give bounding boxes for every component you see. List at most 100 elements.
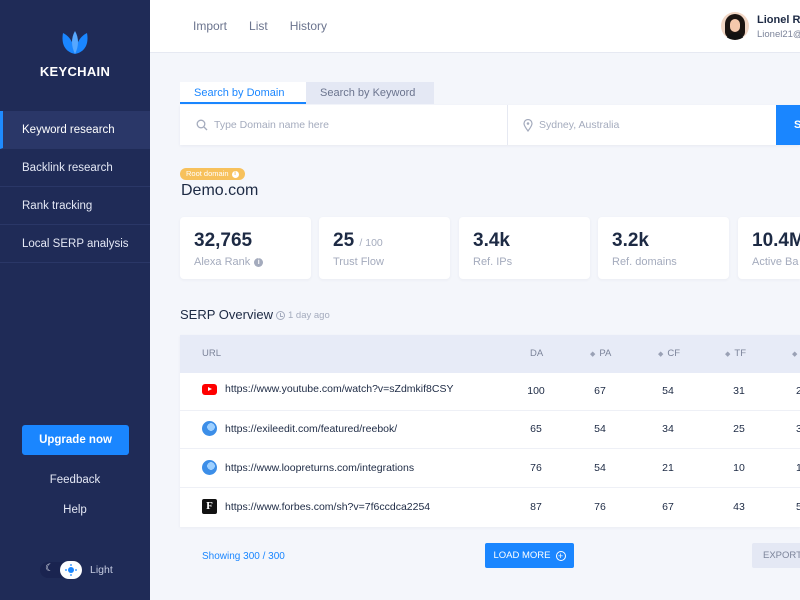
top-nav-history[interactable]: History: [289, 19, 328, 33]
row-extra: 1: [796, 462, 800, 474]
stat-card-trust-flow: 25 / 100 Trust Flow: [319, 217, 450, 279]
root-domain-badge-label: Root domain: [186, 169, 229, 178]
sun-icon: [60, 561, 82, 579]
stat-label: Active Ba: [752, 256, 799, 268]
row-pa: 67: [594, 385, 606, 397]
theme-toggle-switch[interactable]: ☾: [40, 561, 82, 579]
stat-label: Ref. IPs: [473, 256, 513, 268]
column-header-tf[interactable]: ◆ TF: [725, 348, 746, 359]
column-header-cf[interactable]: ◆ CF: [658, 348, 681, 359]
moon-icon: ☾: [45, 563, 54, 574]
serp-overview-title: SERP Overview: [180, 307, 273, 322]
row-pa: 76: [594, 501, 606, 513]
search-tabs: Search by Domain Search by Keyword: [180, 82, 434, 104]
avatar[interactable]: [721, 12, 749, 40]
plus-circle-icon: +: [555, 550, 566, 561]
tab-search-by-keyword[interactable]: Search by Keyword: [306, 82, 434, 104]
row-url[interactable]: https://www.forbes.com/sh?v=7f6ccdca2254: [225, 500, 431, 513]
showing-count: Showing 300 / 300: [202, 551, 285, 562]
logo-leaf-icon: [59, 30, 91, 56]
row-cf: 67: [662, 501, 674, 513]
stat-card-ref-ips: 3.4k Ref. IPs: [459, 217, 590, 279]
search-icon: [196, 119, 208, 131]
theme-toggle[interactable]: ☾ Light: [40, 561, 113, 579]
table-row[interactable]: F https://www.forbes.com/sh?v=7f6ccdca22…: [180, 489, 800, 527]
stat-value: 3.4k: [473, 230, 510, 251]
row-cf: 54: [662, 385, 674, 397]
youtube-icon: [202, 383, 217, 395]
sidebar: KEYCHAIN Keyword research Backlink resea…: [0, 0, 150, 600]
theme-label: Light: [90, 564, 113, 576]
stat-card-alexa-rank: 32,765 Alexa Rank i: [180, 217, 311, 279]
clock-icon: [276, 311, 285, 320]
serp-updated-text: 1 day ago: [288, 310, 330, 321]
sidebar-item-backlink-research[interactable]: Backlink research: [0, 149, 150, 187]
sort-icon: ◆: [792, 351, 798, 358]
row-tf: 31: [733, 385, 745, 397]
stat-value: 32,765: [194, 230, 253, 251]
row-tf: 25: [733, 423, 745, 435]
sort-icon: ◆: [725, 351, 731, 358]
row-pa: 54: [594, 423, 606, 435]
row-da: 100: [527, 385, 545, 397]
row-cf: 21: [662, 462, 674, 474]
domain-search-input[interactable]: [214, 119, 434, 131]
feedback-link[interactable]: Feedback: [49, 474, 101, 486]
field-divider: [507, 105, 508, 145]
row-pa: 54: [594, 462, 606, 474]
table-row[interactable]: https://exileedit.com/featured/reebok/ 6…: [180, 411, 800, 449]
stat-label: Alexa Rank: [194, 256, 251, 268]
top-nav-list[interactable]: List: [249, 19, 268, 33]
stat-card-active-backlinks: 10.4M Active Ba: [738, 217, 800, 279]
location-pin-icon: [523, 118, 533, 132]
search-button[interactable]: S: [776, 105, 800, 145]
user-name: Lionel Ro: [757, 14, 800, 26]
serp-table: URL DA ◆ PA ◆ CF ◆ TF ◆ https://www.youtube…: [180, 335, 800, 527]
stat-value: 3.2k: [612, 230, 649, 251]
row-da: 65: [530, 423, 542, 435]
table-header: URL DA ◆ PA ◆ CF ◆ TF ◆: [180, 335, 800, 373]
top-nav-import[interactable]: Import: [193, 19, 228, 33]
table-row[interactable]: https://www.loopreturns.com/integrations…: [180, 450, 800, 488]
location-field-wrap: [523, 105, 759, 145]
load-more-label: LOAD MORE: [493, 550, 551, 561]
column-header-da[interactable]: DA: [530, 348, 544, 359]
sort-icon: ◆: [658, 351, 664, 358]
top-nav: Import List History: [193, 19, 327, 33]
sidebar-nav: Keyword research Backlink research Rank …: [0, 111, 150, 263]
row-url[interactable]: https://www.loopreturns.com/integrations: [225, 461, 415, 474]
row-da: 76: [530, 462, 542, 474]
load-more-button[interactable]: LOAD MORE +: [485, 543, 574, 568]
stat-value: 10.4M: [752, 230, 800, 251]
table-row[interactable]: https://www.youtube.com/watch?v=sZdmkif8…: [180, 373, 800, 411]
column-header-more[interactable]: ◆: [792, 348, 800, 359]
column-header-pa[interactable]: ◆ PA: [590, 348, 612, 359]
location-input[interactable]: [539, 119, 759, 131]
row-url[interactable]: https://www.youtube.com/watch?v=sZdmkif8…: [225, 383, 454, 395]
tab-search-by-domain[interactable]: Search by Domain: [180, 82, 306, 104]
row-extra: 2: [796, 385, 800, 397]
row-tf: 43: [733, 501, 745, 513]
help-link[interactable]: Help: [63, 504, 87, 516]
sidebar-item-keyword-research[interactable]: Keyword research: [0, 111, 150, 149]
logo[interactable]: KEYCHAIN: [0, 30, 150, 79]
user-menu[interactable]: Lionel Ro Lionel21@: [721, 12, 800, 40]
globe-icon: [202, 421, 217, 436]
upgrade-button[interactable]: Upgrade now: [22, 425, 129, 455]
search-box: S: [180, 105, 800, 145]
row-cf: 34: [662, 423, 674, 435]
info-icon[interactable]: i: [254, 257, 264, 267]
row-extra: 5: [796, 501, 800, 513]
row-url[interactable]: https://exileedit.com/featured/reebok/: [225, 422, 398, 435]
sidebar-item-local-serp-analysis[interactable]: Local SERP analysis: [0, 225, 150, 263]
column-header-url[interactable]: URL: [202, 348, 222, 359]
serp-updated: 1 day ago: [276, 310, 330, 321]
root-domain-badge: Root domain i: [180, 168, 245, 180]
info-icon[interactable]: i: [231, 170, 239, 178]
domain-title: Demo.com: [181, 182, 259, 199]
stat-value-suffix: / 100: [359, 237, 383, 249]
export-button[interactable]: EXPORT: [752, 543, 800, 568]
globe-icon: [202, 460, 217, 475]
user-email: Lionel21@: [757, 29, 800, 40]
sidebar-item-rank-tracking[interactable]: Rank tracking: [0, 187, 150, 225]
